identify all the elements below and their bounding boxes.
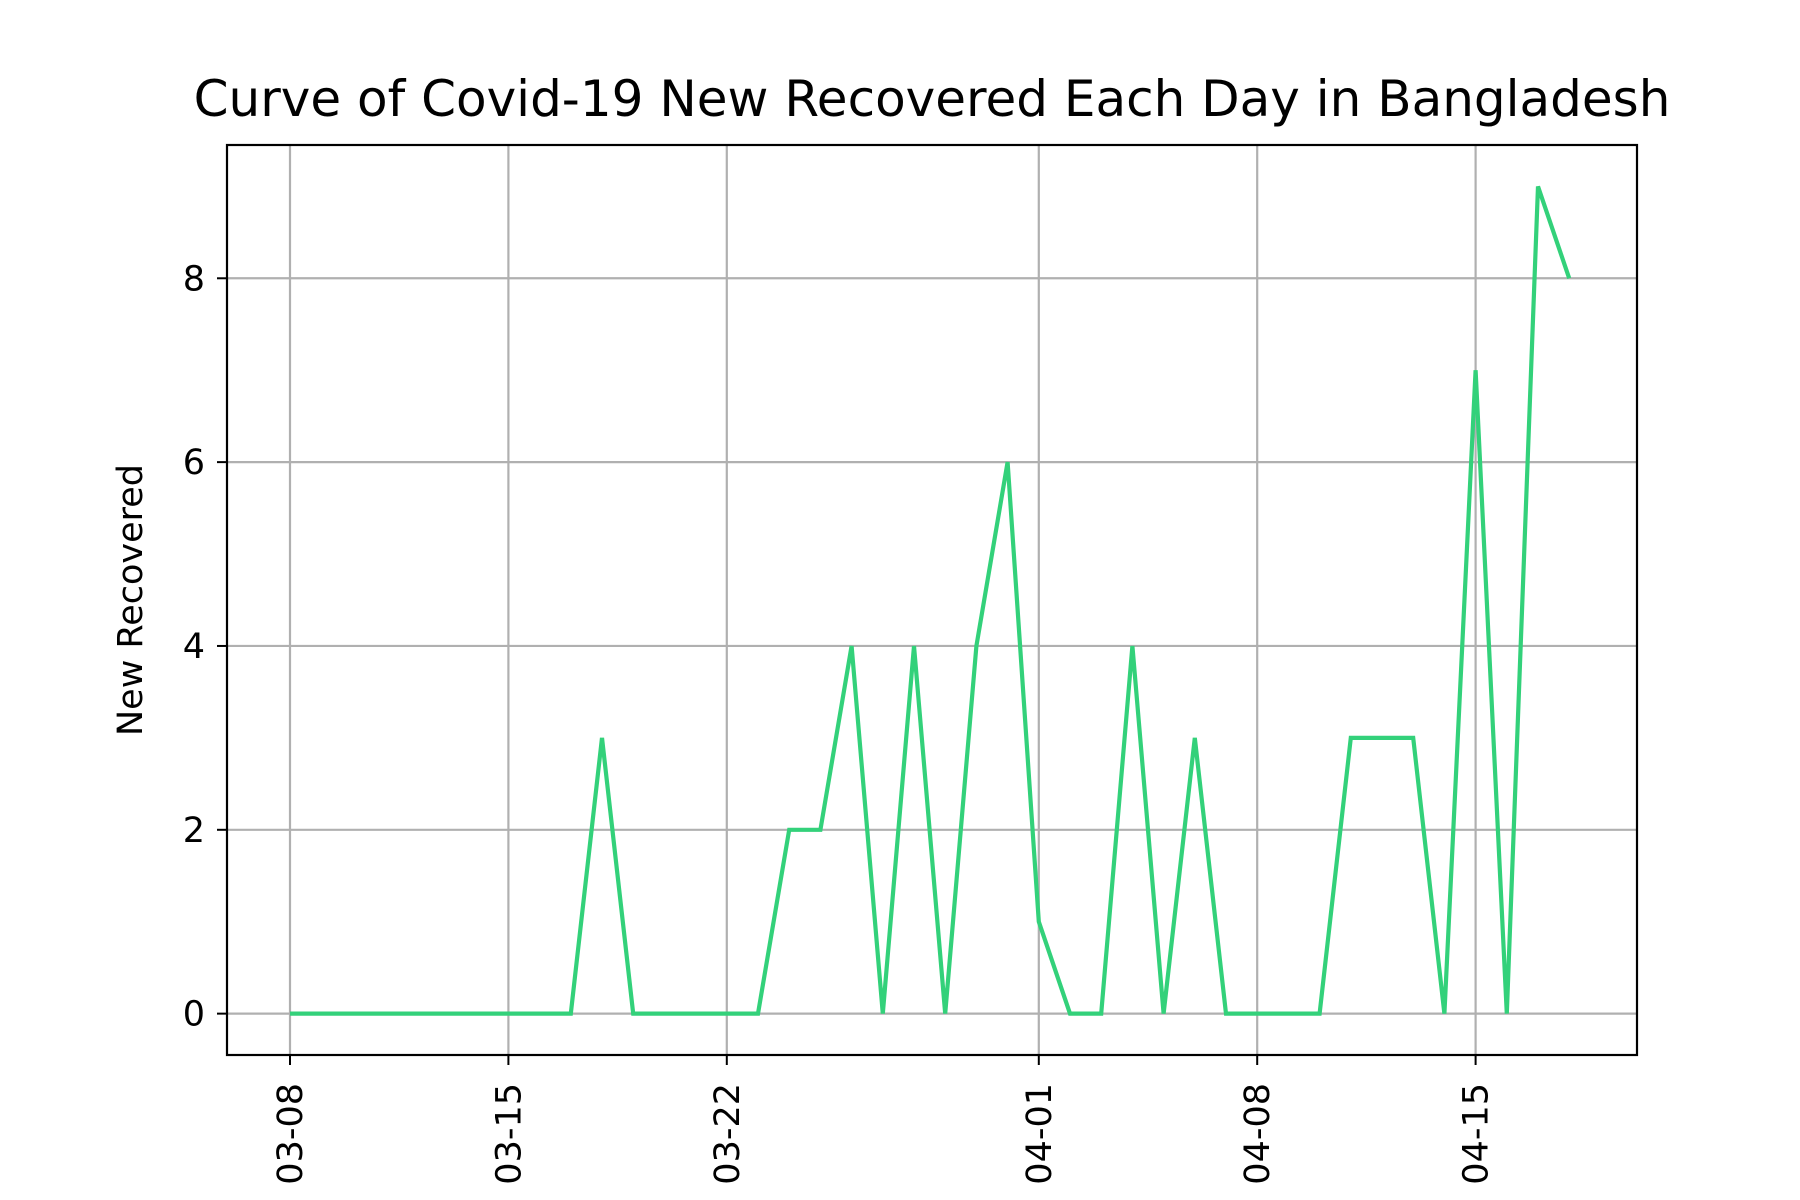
- y-tick-label: 8: [183, 259, 205, 299]
- y-axis-label: New Recovered: [111, 464, 151, 736]
- x-tick-label: 03-22: [708, 1083, 748, 1185]
- x-tick-label: 04-15: [1457, 1083, 1497, 1185]
- chart-title: Curve of Covid-19 New Recovered Each Day…: [194, 70, 1671, 128]
- grid: [227, 145, 1637, 1055]
- x-tick-label: 04-08: [1238, 1083, 1278, 1185]
- x-tick-label: 03-08: [271, 1083, 311, 1185]
- y-tick-label: 0: [183, 995, 205, 1035]
- series-line: [290, 185, 1572, 1016]
- x-tick-label: 04-01: [1020, 1083, 1060, 1185]
- y-tick-label: 4: [183, 627, 205, 667]
- series-layer: [290, 185, 1572, 1016]
- plot-frame: [225, 143, 1639, 1057]
- x-tick-label: 03-15: [489, 1083, 529, 1185]
- ticks: 0 2 4 6 8 03-08 03-15 03-22 04-01 04-08 04-15: [183, 259, 1497, 1184]
- y-tick-label: 2: [183, 811, 205, 851]
- y-tick-label: 6: [183, 443, 205, 483]
